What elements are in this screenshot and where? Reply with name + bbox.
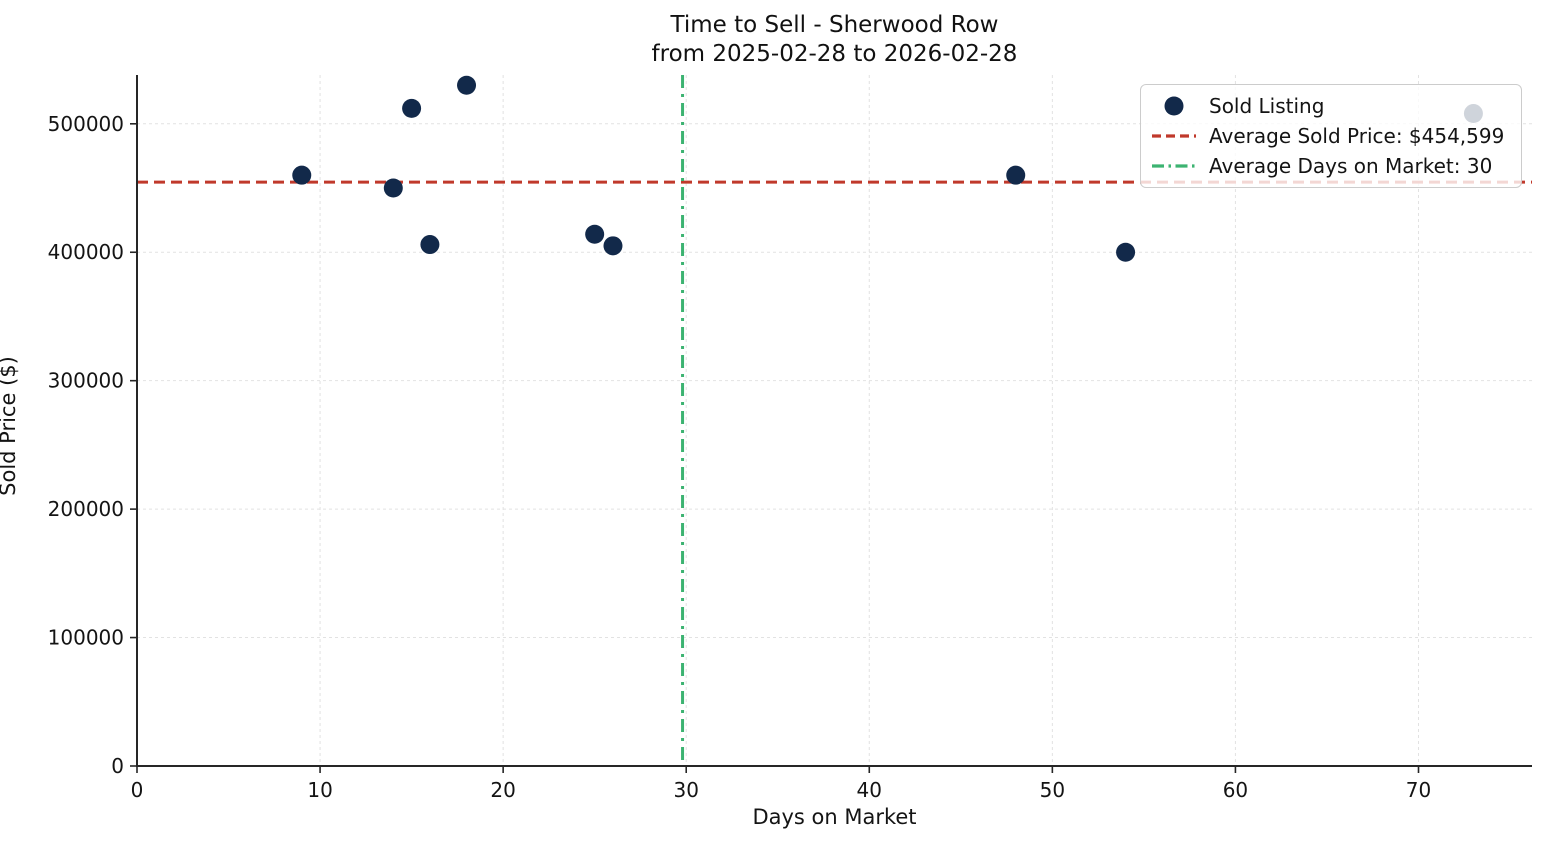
y-tick-label: 500000 [48,112,124,136]
x-tick-label: 0 [131,778,144,802]
legend-label-average-days-on-market: Average Days on Market: 30 [1209,154,1493,178]
legend-label-sold-listing: Sold Listing [1209,94,1325,118]
x-axis-label: Days on Market [752,805,917,829]
scatter-point [292,165,312,185]
x-tick-label: 10 [307,778,332,802]
x-tick-label: 50 [1040,778,1065,802]
scatter-point [585,224,605,244]
x-tick-label: 30 [673,778,698,802]
chart-title: Time to Sell - Sherwood Row [670,12,999,38]
dashdot-line-icon [1151,155,1197,177]
x-tick-label: 70 [1406,778,1431,802]
scatter-point [603,236,623,256]
x-tick-label: 60 [1223,778,1248,802]
chart-subtitle: from 2025-02-28 to 2026-02-28 [651,41,1018,67]
scatter-point [1116,242,1136,262]
legend-item-sold-listing: Sold Listing [1151,91,1511,121]
y-tick-label: 0 [111,754,124,778]
scatter-point [1006,165,1026,185]
y-axis-label: Sold Price ($) [0,356,20,496]
legend-item-average-sold-price: Average Sold Price: $454,599 [1151,121,1511,151]
scatter-point [457,75,477,95]
scatter-point [402,98,422,118]
legend: Sold Listing Average Sold Price: $454,59… [1140,84,1522,188]
title-block: Time to Sell - Sherwood Row from 2025-02… [137,11,1532,69]
y-tick-label: 300000 [48,369,124,393]
dashed-line-icon [1151,125,1197,147]
legend-item-average-days-on-market: Average Days on Market: 30 [1151,151,1511,181]
y-tick-label: 200000 [48,497,124,521]
y-tick-label: 400000 [48,240,124,264]
scatter-point [383,178,403,198]
y-tick-label: 100000 [48,626,124,650]
x-tick-label: 40 [857,778,882,802]
legend-label-average-sold-price: Average Sold Price: $454,599 [1209,124,1505,148]
scatter-point [420,235,440,255]
sold-listing-dot-icon [1151,95,1197,117]
x-tick-label: 20 [490,778,515,802]
